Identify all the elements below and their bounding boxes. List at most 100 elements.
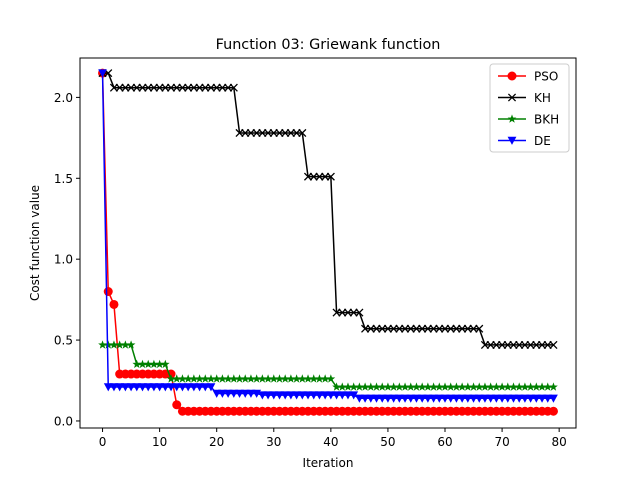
data-point-bkh — [189, 374, 199, 383]
data-point-de — [149, 383, 159, 392]
data-point-de — [423, 394, 433, 403]
data-point-kh — [475, 324, 484, 333]
data-point-bkh — [360, 382, 370, 391]
data-point-de — [120, 383, 130, 392]
y-axis-title: Cost function value — [28, 185, 42, 301]
data-point-de — [269, 391, 279, 400]
data-point-de — [235, 389, 244, 398]
data-point-bkh — [240, 374, 250, 383]
data-point-bkh — [275, 374, 284, 383]
data-point-de — [377, 394, 387, 403]
data-point-bkh — [200, 374, 210, 383]
data-point-bkh — [143, 359, 153, 369]
data-point-bkh — [549, 382, 558, 391]
data-point-de — [292, 391, 302, 400]
plot-series — [98, 68, 558, 416]
data-point-de — [212, 389, 222, 398]
data-point-de — [223, 389, 233, 398]
plot-area-frame — [79, 57, 577, 429]
data-point-bkh — [115, 340, 125, 349]
data-point-pso — [109, 299, 119, 309]
data-point-de — [286, 391, 296, 400]
data-point-bkh — [463, 382, 473, 391]
data-point-de — [480, 394, 490, 403]
x-tick-label: 80 — [552, 435, 567, 449]
data-point-de — [246, 389, 256, 398]
data-point-de — [446, 394, 456, 403]
data-point-bkh — [332, 382, 341, 391]
data-point-de — [178, 383, 187, 392]
data-point-bkh — [235, 374, 244, 383]
data-point-bkh — [531, 382, 541, 391]
data-point-de — [360, 394, 370, 403]
data-point-de — [257, 391, 267, 400]
legend-frame — [489, 63, 570, 153]
series-kh — [98, 69, 558, 349]
data-point-de — [531, 394, 541, 403]
data-point-bkh — [337, 382, 347, 391]
data-point-bkh — [440, 382, 450, 391]
data-point-bkh — [366, 382, 376, 391]
data-point-bkh — [149, 359, 159, 369]
data-point-bkh — [303, 374, 313, 383]
data-point-de — [315, 391, 324, 400]
data-point-bkh — [286, 374, 296, 383]
data-point-bkh — [503, 382, 513, 391]
data-point-de — [474, 394, 484, 403]
data-point-bkh — [412, 382, 421, 391]
data-point-kh — [298, 128, 307, 138]
data-point-de — [218, 389, 227, 398]
data-point-de — [320, 391, 330, 400]
data-point-kh — [549, 340, 558, 349]
series-bkh — [98, 340, 558, 391]
data-point-de — [497, 394, 507, 403]
data-point-bkh — [326, 374, 336, 383]
data-point-de — [440, 394, 450, 403]
data-point-pso — [548, 406, 558, 416]
data-point-bkh — [160, 359, 170, 369]
data-point-de — [417, 394, 427, 403]
x-tick-label: 50 — [380, 435, 395, 449]
data-point-bkh — [280, 374, 290, 383]
data-point-de — [263, 391, 273, 400]
data-point-bkh — [98, 340, 107, 349]
data-point-kh — [326, 172, 335, 181]
data-point-bkh — [394, 382, 404, 391]
data-point-de — [503, 394, 513, 403]
data-point-bkh — [155, 359, 164, 369]
data-point-de — [206, 383, 216, 392]
x-tick-label: 0 — [99, 435, 107, 449]
data-point-de — [354, 394, 364, 403]
legend-item-pso: PSO — [498, 70, 558, 84]
data-point-de — [514, 394, 524, 403]
data-point-bkh — [400, 382, 410, 391]
data-point-bkh — [109, 340, 119, 349]
y-tick-label: 0.5 — [54, 334, 73, 348]
data-point-bkh — [355, 382, 364, 391]
data-point-de — [463, 394, 473, 403]
data-point-bkh — [172, 374, 182, 383]
data-point-de — [189, 383, 199, 392]
data-point-de — [549, 394, 558, 403]
data-point-bkh — [132, 359, 142, 369]
data-point-de — [229, 389, 239, 398]
y-tick-label: 0.0 — [54, 414, 73, 428]
data-point-bkh — [103, 340, 113, 349]
data-point-bkh — [457, 382, 467, 391]
data-point-bkh — [543, 382, 553, 391]
data-point-de — [457, 394, 467, 403]
data-point-de — [160, 383, 170, 392]
data-point-de — [195, 383, 204, 392]
x-tick-label: 30 — [266, 435, 281, 449]
data-point-bkh — [372, 382, 381, 391]
data-point-de — [406, 394, 416, 403]
data-point-bkh — [292, 374, 301, 383]
x-tick-label: 20 — [209, 435, 224, 449]
data-point-kh — [229, 83, 238, 92]
data-point-bkh — [269, 374, 279, 383]
data-point-bkh — [446, 382, 456, 391]
data-point-de — [332, 391, 341, 400]
data-point-bkh — [218, 374, 227, 383]
